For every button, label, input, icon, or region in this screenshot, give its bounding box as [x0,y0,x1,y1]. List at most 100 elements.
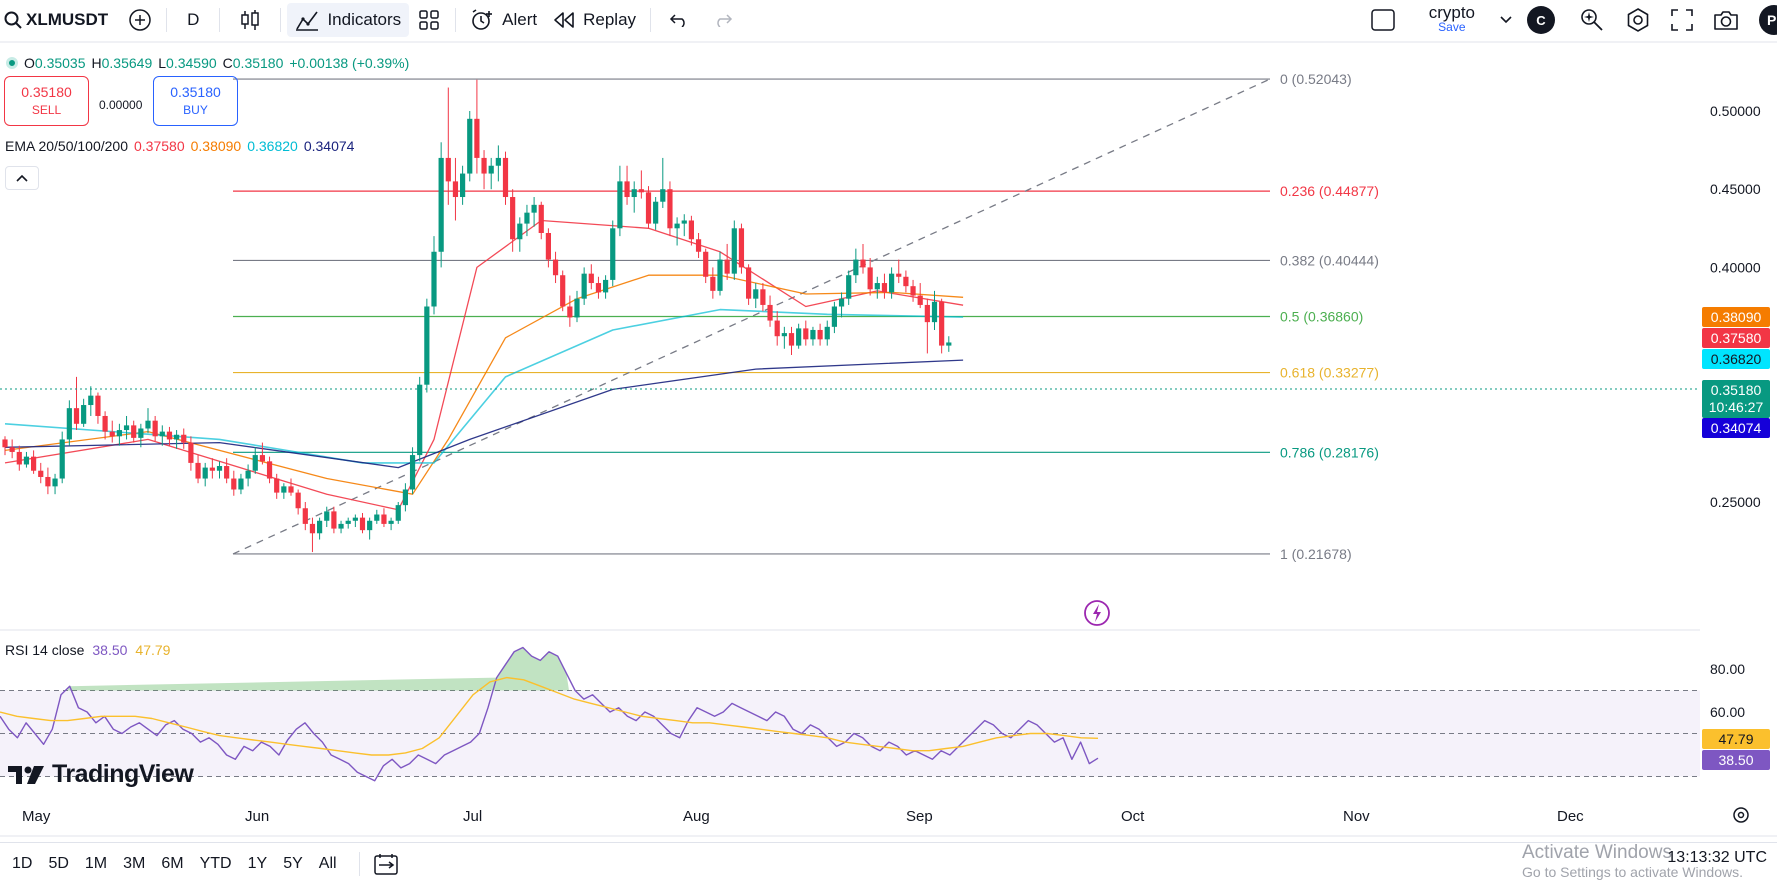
fib-level-label: 0.5 (0.36860) [1280,309,1363,325]
avatar[interactable]: C [1527,6,1555,34]
candle [452,157,459,221]
chart-type-button[interactable] [226,3,274,37]
chevron-down-icon[interactable] [1499,15,1513,25]
indicators-button[interactable]: Indicators [287,3,410,37]
candle [939,298,945,354]
alert-button[interactable]: Alert [462,3,545,37]
clock[interactable]: 13:13:32 UTC [1667,849,1767,866]
candle-body [517,223,523,240]
price-axis-label: 0.45000 [1710,181,1761,197]
range-all[interactable]: All [318,854,337,872]
brand-name: TradingView [52,760,194,788]
candle [860,243,866,274]
candle-body [288,486,294,493]
candle [409,447,416,495]
range-1d[interactable]: 1D [12,854,33,872]
range-1m[interactable]: 1M [84,854,108,872]
range-5d[interactable]: 5D [48,854,69,872]
layout-name: crypto [1428,3,1475,22]
high-value: 0.35649 [101,55,153,71]
range-5y[interactable]: 5Y [283,854,303,872]
candle-body [31,456,37,471]
settings-icon[interactable] [1625,7,1651,33]
candle-body [259,455,265,462]
candle-body [574,298,580,318]
redo-button[interactable] [701,3,745,37]
candle [517,217,523,252]
candle [545,228,551,268]
candle [195,455,201,484]
quick-search-icon[interactable] [1579,7,1605,33]
candle [445,87,451,205]
rsi-ma-value: 47.79 [135,642,171,658]
interval-button[interactable]: D [173,3,213,37]
date-range-icon[interactable] [373,853,398,875]
candle [338,520,344,534]
square-icon[interactable] [1370,9,1395,31]
last-price: 0.35180 [1710,382,1762,398]
candle [653,197,659,230]
ema20-value: 0.37580 [134,138,185,154]
undo-button[interactable] [657,3,701,37]
price-axis-label: 0.50000 [1710,103,1761,119]
collapse-legend-button[interactable] [5,166,39,190]
fib-level-label: 0.382 (0.40444) [1280,252,1379,268]
candle-body [324,511,330,521]
candle-body [502,157,509,198]
layout-name-button[interactable]: crypto Save [1428,3,1475,35]
tradingview-logo[interactable]: TradingView [8,760,194,789]
candle [574,290,580,323]
layouts-button[interactable] [409,3,449,37]
range-3m[interactable]: 3M [123,854,146,872]
sell-button[interactable]: 0.35180 SELL [4,76,89,126]
candle [324,506,330,528]
candle-body [653,201,659,224]
axis-settings-icon[interactable] [1732,806,1750,824]
compare-button[interactable] [120,3,160,37]
camera-icon[interactable] [1713,9,1739,31]
range-ytd[interactable]: YTD [199,854,232,872]
month-label-sep: Sep [906,808,933,825]
candle [746,264,752,305]
ema20-price-tag: 0.37580 [1702,328,1770,348]
symbol-search[interactable]: XLMUSDT [0,3,116,37]
replay-button[interactable]: Replay [545,3,644,37]
ema-legend[interactable]: EMA 20/50/100/200 0.37580 0.38090 0.3682… [5,138,354,154]
grid-icon [419,10,439,30]
candle [317,517,323,540]
candle [645,186,652,229]
bottom-divider [358,851,360,876]
candle-body [274,478,280,493]
candle-body [781,333,787,337]
candle [681,214,687,237]
candle-body [409,455,416,490]
candle-body [95,395,101,416]
candle [352,514,358,528]
candle-body [166,431,173,440]
candle-body [59,439,65,479]
range-6m[interactable]: 6M [161,854,184,872]
candle-body [796,328,802,346]
profile-avatar[interactable]: P [1759,5,1777,35]
rsi-legend[interactable]: RSI 14 close 38.50 47.79 [5,642,170,658]
candle-body [388,520,394,524]
candle-body [9,447,15,452]
candle-body [889,273,895,293]
candle-body [588,273,594,284]
candle [374,509,380,524]
search-icon [4,11,22,29]
candle [495,145,501,182]
fullscreen-icon[interactable] [1671,9,1693,31]
range-1y[interactable]: 1Y [247,854,268,872]
open-value: 0.35035 [34,55,86,71]
candle-body [352,517,358,521]
lightning-icon[interactable] [1084,600,1110,626]
candle [417,376,423,462]
candle [302,502,308,531]
candle [166,426,173,446]
candle [152,415,158,442]
candle [610,220,616,287]
candle [460,165,466,205]
buy-button[interactable]: 0.35180 BUY [153,76,238,126]
